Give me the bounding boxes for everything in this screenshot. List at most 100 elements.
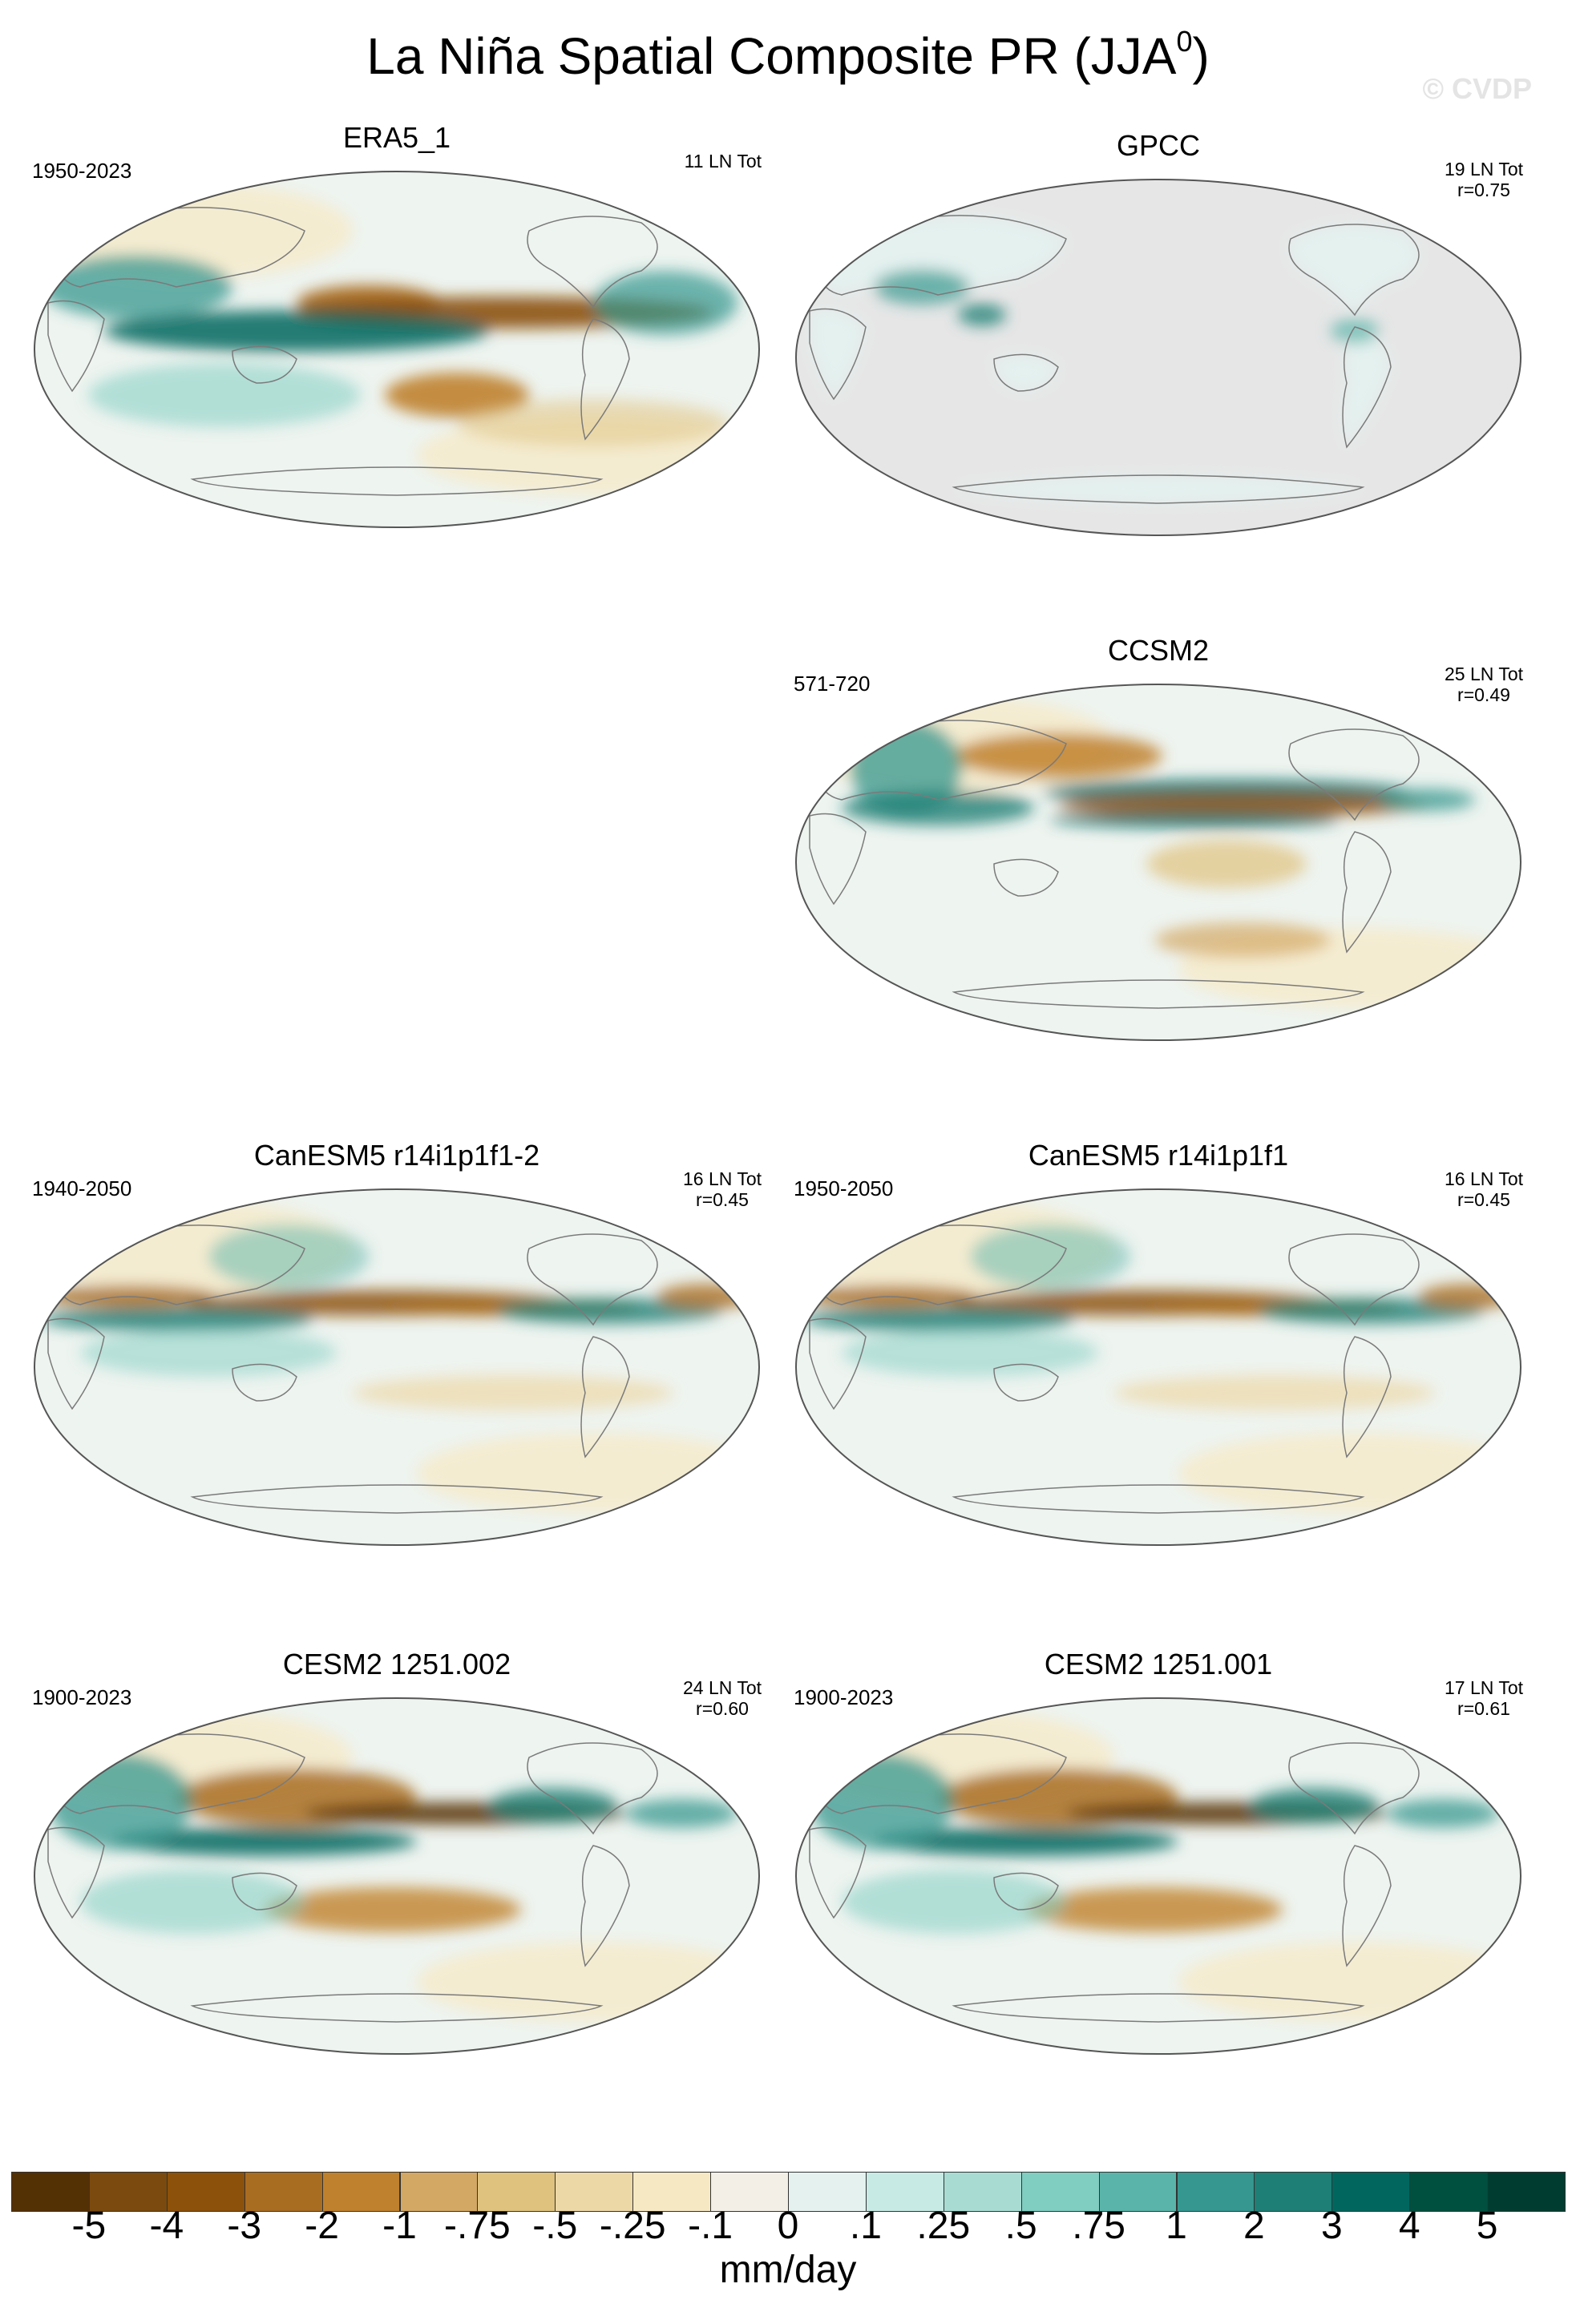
africa-outline [47,300,105,393]
colorbar-box [399,2172,479,2212]
land-anomaly [1289,224,1419,315]
anomaly-blob [874,1827,1178,1856]
colorbar-box [788,2172,867,2212]
anomaly-blob [497,1298,721,1324]
land-anomaly [1343,327,1391,447]
anomaly-blob [593,271,737,335]
panel-count: 11 LN Tot [684,151,762,171]
colorbar-tick-label: 4 [1398,2205,1420,2247]
map-svg [795,179,1521,536]
anomaly-blob [385,373,529,418]
colorbar-box [943,2172,1022,2212]
australia-outline [993,1363,1059,1402]
panel-stats: 24 LN Tot r=0.60 [683,1677,762,1719]
map-border [34,1697,760,2055]
figure-title: La Niña Spatial Composite PR (JJA0) [0,24,1576,88]
antarctica-outline [952,1993,1365,2023]
anomaly-blob [1379,789,1475,811]
anomaly-blob [874,269,970,305]
north-america-outline [527,216,658,309]
colorbar-tick-label: 0 [777,2205,799,2247]
map-field [34,1189,759,1545]
panel-period: 1900-2023 [32,1685,132,1709]
anomaly-blob [353,1375,673,1410]
map-panel-ccsm2: CCSM2 571-720 25 LN Tot r=0.49 [794,633,1523,1130]
anomaly-blob [802,1307,1074,1331]
title-text: La Niña Spatial Composite PR (JJA [366,27,1177,85]
africa-outline [809,813,867,906]
anomaly-blob [842,790,1034,825]
map-border [34,171,760,528]
panel-correlation: r=0.45 [696,1189,749,1210]
colorbar-box [710,2172,789,2212]
anomaly-blob [1050,812,1339,828]
north-america-outline [1288,1742,1420,1835]
panel-stats: 16 LN Tot r=0.45 [683,1168,762,1210]
anomaly-blob [842,1870,1066,1934]
anomaly-blob [112,1827,417,1856]
colorbar-box [1020,2172,1100,2212]
north-america-outline [527,1742,658,1835]
anomaly-blob [1419,1284,1515,1309]
anomaly-blob [88,363,361,427]
africa-outline [809,1826,867,1919]
colorbar-tick-label: -3 [227,2205,262,2247]
panel-period: 1950-2050 [794,1176,894,1200]
anomaly-blob [104,310,489,352]
colorbar-tick-label: -1 [382,2205,417,2247]
map-border [795,1697,1521,2055]
colorbar-box [1487,2172,1566,2212]
map-border [34,1188,760,1546]
australia-outline [232,345,297,384]
north-america-outline [1288,224,1420,317]
colorbar-units: mm/day [719,2249,857,2291]
panel-count: 19 LN Tot [1444,159,1523,180]
colorbar-tick-label: -.25 [599,2205,666,2247]
antarctica-outline [190,1484,604,1514]
panel-title: CanESM5 r14i1p1f1-2 [253,1139,540,1172]
map-svg [795,1188,1521,1546]
colorbar-tick-label: -5 [71,2205,107,2247]
map-svg [34,1697,760,2055]
anomaly-blob [489,1788,617,1823]
australia-outline [993,858,1059,897]
panel-title: GPCC [1116,129,1200,162]
map-field [796,684,1521,1040]
anomaly-blob [954,733,1162,778]
anomaly-blob [1387,1799,1499,1828]
anomaly-blob [265,1887,521,1932]
anomaly-blob [842,1329,1098,1377]
anomaly-layer [34,183,759,495]
panel-correlation: r=0.75 [1457,180,1510,200]
map-border [795,179,1521,536]
anomaly-blob [48,1753,192,1850]
map-panel-canesm5-2: CanESM5 r14i1p1f1-2 1940-2050 16 LN Tot … [32,1138,762,1635]
colorbar-tick-label: -2 [305,2205,339,2247]
colorbar-tick-label: -4 [149,2205,184,2247]
panel-correlation: r=0.49 [1457,684,1510,705]
colorbar-tick-label: 2 [1243,2205,1265,2247]
colorbar-tick-label: .1 [849,2205,882,2247]
panel-title: CESM2 1251.001 [1044,1648,1273,1680]
panel-stats: 17 LN Tot r=0.61 [1445,1677,1523,1719]
panel-stats: 11 LN Tot [685,151,762,171]
panel-title: CanESM5 r14i1p1f1 [1028,1139,1289,1172]
north-america-outline [1288,728,1420,821]
map-field [796,180,1521,535]
anomaly-blob [1026,1887,1283,1932]
antarctica-outline [952,979,1365,1009]
panel-stats: 19 LN Tot r=0.75 [1445,159,1523,200]
anomaly-blob [1114,1375,1435,1410]
title-superscript: 0 [1176,25,1193,58]
antarctica-outline [952,474,1365,504]
africa-outline [809,308,867,401]
antarctica-outline [190,466,604,496]
map-svg [795,684,1521,1041]
watermark: © CVDP [1422,72,1532,105]
panel-period: 1940-2050 [32,1176,132,1200]
map-border [795,1188,1521,1546]
anomaly-blob [958,304,1006,326]
antarctica-outline [190,1993,604,2023]
map-svg [34,1188,760,1546]
panel-period: 1900-2023 [794,1685,894,1709]
